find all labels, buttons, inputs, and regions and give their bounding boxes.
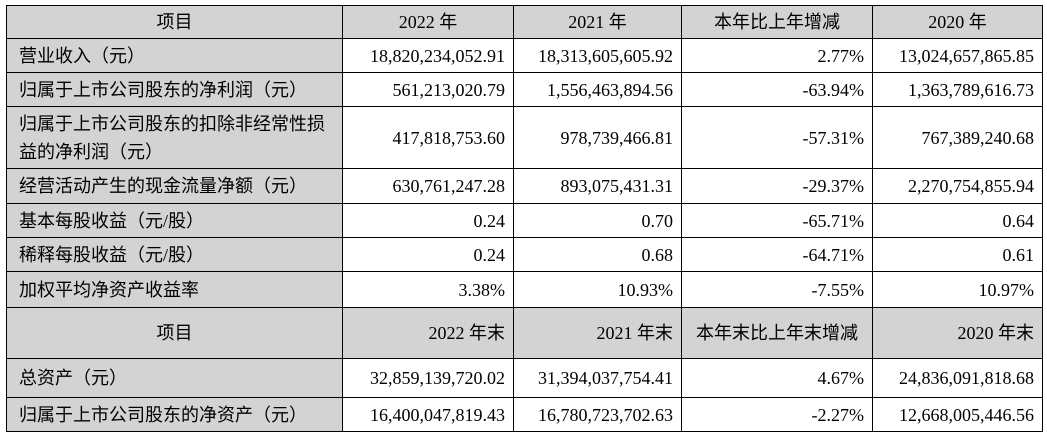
value-2021: 31,394,037,754.41 [513, 358, 682, 398]
value-change: 4.67% [681, 358, 873, 398]
value-2021: 10.93% [513, 271, 682, 308]
value-2021: 893,075,431.31 [513, 168, 682, 204]
col-header-item: 项目 [6, 5, 343, 39]
row-label: 归属于上市公司股东的净利润（元） [6, 72, 343, 107]
value-2020: 767,389,240.68 [872, 106, 1043, 169]
value-2021: 16,780,723,702.63 [513, 397, 682, 432]
value-2021: 0.70 [513, 203, 682, 238]
row-label: 归属于上市公司股东的净资产（元） [6, 397, 343, 432]
value-change: -2.27% [681, 397, 873, 432]
col-header-2022-end: 2022 年末 [342, 307, 514, 359]
value-change: -63.94% [681, 72, 873, 107]
row-label: 经营活动产生的现金流量净额（元） [6, 168, 343, 204]
row-label: 营业收入（元） [6, 38, 343, 73]
value-2022: 3.38% [342, 271, 514, 308]
col-header-yoy-change: 本年比上年增减 [681, 5, 873, 39]
value-change: -65.71% [681, 203, 873, 238]
col-header-2021-end: 2021 年末 [513, 307, 682, 359]
table-row-basic-eps: 基本每股收益（元/股） 0.24 0.70 -65.71% 0.64 [6, 203, 1043, 238]
financial-summary-table: 项目 2022 年 2021 年 本年比上年增减 2020 年 营业收入（元） … [6, 5, 1043, 432]
table-row-weighted-avg-roe: 加权平均净资产收益率 3.38% 10.93% -7.55% 10.97% [6, 271, 1043, 308]
table-row-total-assets: 总资产（元） 32,859,139,720.02 31,394,037,754.… [6, 358, 1043, 398]
table-row-operating-cash-flow: 经营活动产生的现金流量净额（元） 630,761,247.28 893,075,… [6, 168, 1043, 204]
row-label: 稀释每股收益（元/股） [6, 237, 343, 272]
value-2020: 24,836,091,818.68 [872, 358, 1043, 398]
col-header-2020-end: 2020 年末 [872, 307, 1043, 359]
row-label: 加权平均净资产收益率 [6, 271, 343, 308]
value-2020: 12,668,005,446.56 [872, 397, 1043, 432]
table-row-diluted-eps: 稀释每股收益（元/股） 0.24 0.68 -64.71% 0.61 [6, 237, 1043, 272]
table-row-net-profit: 归属于上市公司股东的净利润（元） 561,213,020.79 1,556,46… [6, 72, 1043, 107]
value-2021: 18,313,605,605.92 [513, 38, 682, 73]
col-header-item: 项目 [6, 307, 343, 359]
value-2020: 10.97% [872, 271, 1043, 308]
col-header-end-change: 本年末比上年末增减 [681, 307, 873, 359]
table-row-net-assets: 归属于上市公司股东的净资产（元） 16,400,047,819.43 16,78… [6, 397, 1043, 432]
row-label: 归属于上市公司股东的扣除非经常性损益的净利润（元） [6, 106, 343, 169]
table-header-row-annual: 项目 2022 年 2021 年 本年比上年增减 2020 年 [6, 5, 1043, 39]
row-label: 基本每股收益（元/股） [6, 203, 343, 238]
table-row-operating-revenue: 营业收入（元） 18,820,234,052.91 18,313,605,605… [6, 38, 1043, 73]
value-2022: 417,818,753.60 [342, 106, 514, 169]
col-header-2021: 2021 年 [513, 5, 682, 39]
table-header-row-period-end: 项目 2022 年末 2021 年末 本年末比上年末增减 2020 年末 [6, 307, 1043, 359]
value-2020: 2,270,754,855.94 [872, 168, 1043, 204]
table-row-net-profit-excl-nonrecurring: 归属于上市公司股东的扣除非经常性损益的净利润（元） 417,818,753.60… [6, 106, 1043, 169]
value-2020: 0.64 [872, 203, 1043, 238]
value-change: -57.31% [681, 106, 873, 169]
value-2020: 13,024,657,865.85 [872, 38, 1043, 73]
col-header-2022: 2022 年 [342, 5, 514, 39]
value-2020: 1,363,789,616.73 [872, 72, 1043, 107]
value-2022: 0.24 [342, 237, 514, 272]
value-change: -64.71% [681, 237, 873, 272]
value-change: -7.55% [681, 271, 873, 308]
value-2021: 0.68 [513, 237, 682, 272]
value-2021: 1,556,463,894.56 [513, 72, 682, 107]
value-change: -29.37% [681, 168, 873, 204]
value-2020: 0.61 [872, 237, 1043, 272]
value-2021: 978,739,466.81 [513, 106, 682, 169]
value-change: 2.77% [681, 38, 873, 73]
value-2022: 32,859,139,720.02 [342, 358, 514, 398]
value-2022: 18,820,234,052.91 [342, 38, 514, 73]
value-2022: 561,213,020.79 [342, 72, 514, 107]
value-2022: 16,400,047,819.43 [342, 397, 514, 432]
value-2022: 0.24 [342, 203, 514, 238]
value-2022: 630,761,247.28 [342, 168, 514, 204]
row-label: 总资产（元） [6, 358, 343, 398]
col-header-2020: 2020 年 [872, 5, 1043, 39]
